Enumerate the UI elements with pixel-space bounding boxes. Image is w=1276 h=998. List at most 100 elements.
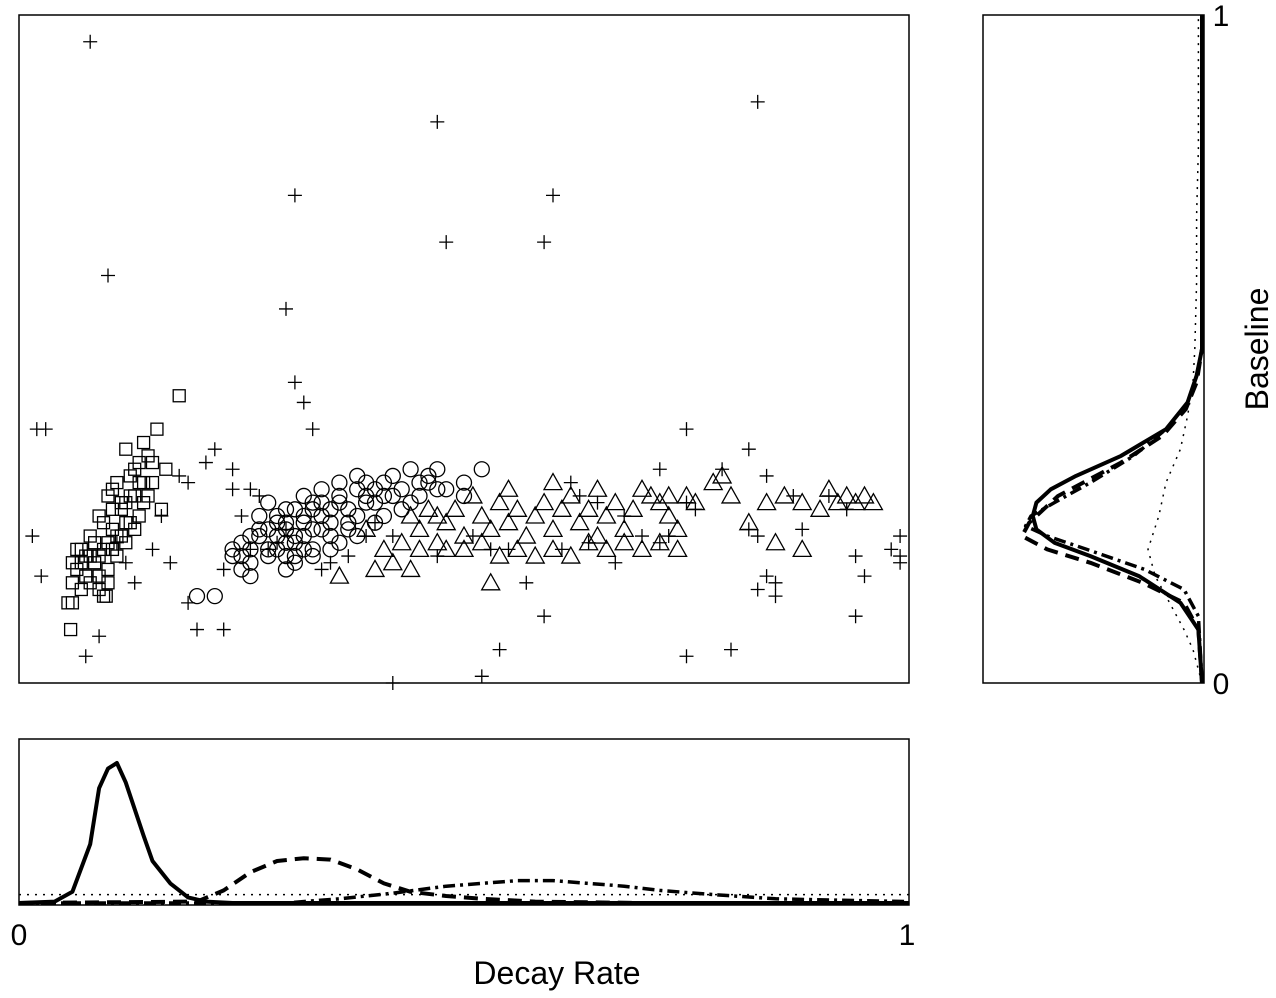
point-circle-80 [438, 481, 455, 498]
point-circle-13 [331, 487, 348, 505]
point-circle-48 [295, 527, 312, 545]
point-plus-76 [368, 515, 382, 530]
point-square-41 [61, 596, 75, 610]
point-plus-48 [848, 549, 863, 564]
point-circle-16 [357, 474, 375, 491]
point-circle-63 [411, 487, 428, 505]
point-square-4 [83, 529, 97, 543]
point-square-9 [101, 489, 115, 503]
x-tick-label-0: 0 [11, 919, 28, 952]
point-plus-64 [617, 509, 632, 523]
point-plus-29 [385, 676, 400, 690]
right-line-dotted [1147, 15, 1203, 684]
point-triangle-25 [587, 525, 608, 544]
point-plus-25 [216, 562, 231, 577]
point-plus-40 [688, 502, 703, 517]
point-triangle-6 [418, 498, 439, 517]
point-square-2 [74, 542, 88, 557]
point-circle-38 [322, 527, 339, 545]
right-density-lines [1020, 15, 1204, 684]
point-triangle-32 [649, 492, 670, 511]
point-triangle-4 [400, 505, 421, 524]
point-circle-6 [268, 507, 286, 525]
point-square-46 [132, 455, 146, 470]
point-circle-46 [277, 561, 295, 578]
point-circle-22 [411, 474, 428, 491]
point-circle-57 [304, 501, 321, 518]
point-circle-49 [304, 541, 321, 558]
point-triangle-12 [471, 505, 492, 524]
point-circle-41 [349, 507, 366, 525]
point-plus-65 [635, 529, 649, 544]
point-triangle-27 [605, 492, 626, 511]
point-circle-15 [349, 481, 366, 498]
right-line-solid [1030, 15, 1204, 684]
point-plus-9 [163, 555, 178, 570]
point-triangle-13 [480, 519, 501, 538]
point-circle-70 [260, 541, 277, 558]
point-plus-50 [848, 609, 863, 624]
point-square-40 [141, 489, 155, 503]
point-circle-2 [233, 561, 250, 578]
point-plus-51 [768, 575, 783, 590]
point-square-29 [83, 576, 97, 590]
main-scatter [25, 34, 908, 690]
point-triangle-50 [471, 532, 492, 551]
point-plus-1 [101, 268, 115, 283]
point-square-12 [110, 475, 124, 490]
point-plus-7 [92, 629, 107, 644]
point-circle-17 [366, 494, 384, 511]
point-circle-79 [420, 474, 437, 491]
point-square-6 [92, 509, 106, 523]
point-square-48 [119, 495, 133, 510]
point-triangle-45 [845, 492, 866, 511]
point-triangle-54 [542, 539, 564, 558]
point-plus-58 [519, 575, 534, 590]
point-triangle-14 [489, 492, 510, 511]
point-circle-69 [277, 521, 295, 538]
x-axis-label: Decay Rate [473, 955, 640, 991]
point-plus-75 [385, 529, 400, 544]
point-triangle-18 [525, 505, 546, 524]
y-tick-label-0: 0 [1213, 668, 1230, 701]
point-plus-72 [483, 542, 498, 557]
point-triangle-61 [667, 539, 688, 558]
point-circle-83 [331, 534, 348, 551]
point-triangle-37 [703, 472, 724, 491]
point-triangle-16 [507, 498, 528, 517]
point-circle-64 [429, 461, 446, 478]
point-circle-78 [402, 494, 419, 511]
point-square-23 [141, 449, 155, 463]
point-triangle-49 [453, 539, 475, 558]
point-plus-87 [279, 522, 293, 537]
point-plus-47 [884, 542, 899, 557]
point-plus-68 [608, 555, 623, 570]
point-circle-54 [224, 541, 241, 558]
point-triangle-20 [542, 519, 564, 538]
point-square-20 [132, 475, 146, 490]
point-triangle-10 [453, 525, 475, 544]
point-plus-78 [127, 575, 142, 590]
point-square-28 [74, 582, 88, 597]
point-triangle-3 [391, 532, 412, 551]
point-plus-26 [314, 562, 329, 577]
point-circle-67 [313, 481, 330, 498]
point-circle-50 [260, 494, 277, 511]
point-triangle-31 [640, 485, 662, 504]
point-square-35 [96, 516, 111, 530]
x-tick-label-1: 1 [899, 919, 916, 952]
point-circle-77 [384, 487, 401, 505]
point-plus-15 [225, 462, 240, 477]
y-tick-label-1: 1 [1213, 0, 1230, 33]
point-plus-77 [341, 549, 356, 564]
point-circle-24 [429, 481, 446, 498]
point-triangle-48 [436, 539, 457, 558]
point-plus-43 [795, 522, 810, 537]
point-circle-25 [455, 474, 473, 491]
point-plus-32 [537, 235, 552, 250]
point-triangle-57 [596, 539, 617, 558]
point-triangle-75 [836, 485, 857, 504]
point-triangle-66 [373, 539, 395, 558]
point-plus-12 [216, 622, 231, 637]
point-triangle-40 [756, 492, 777, 511]
